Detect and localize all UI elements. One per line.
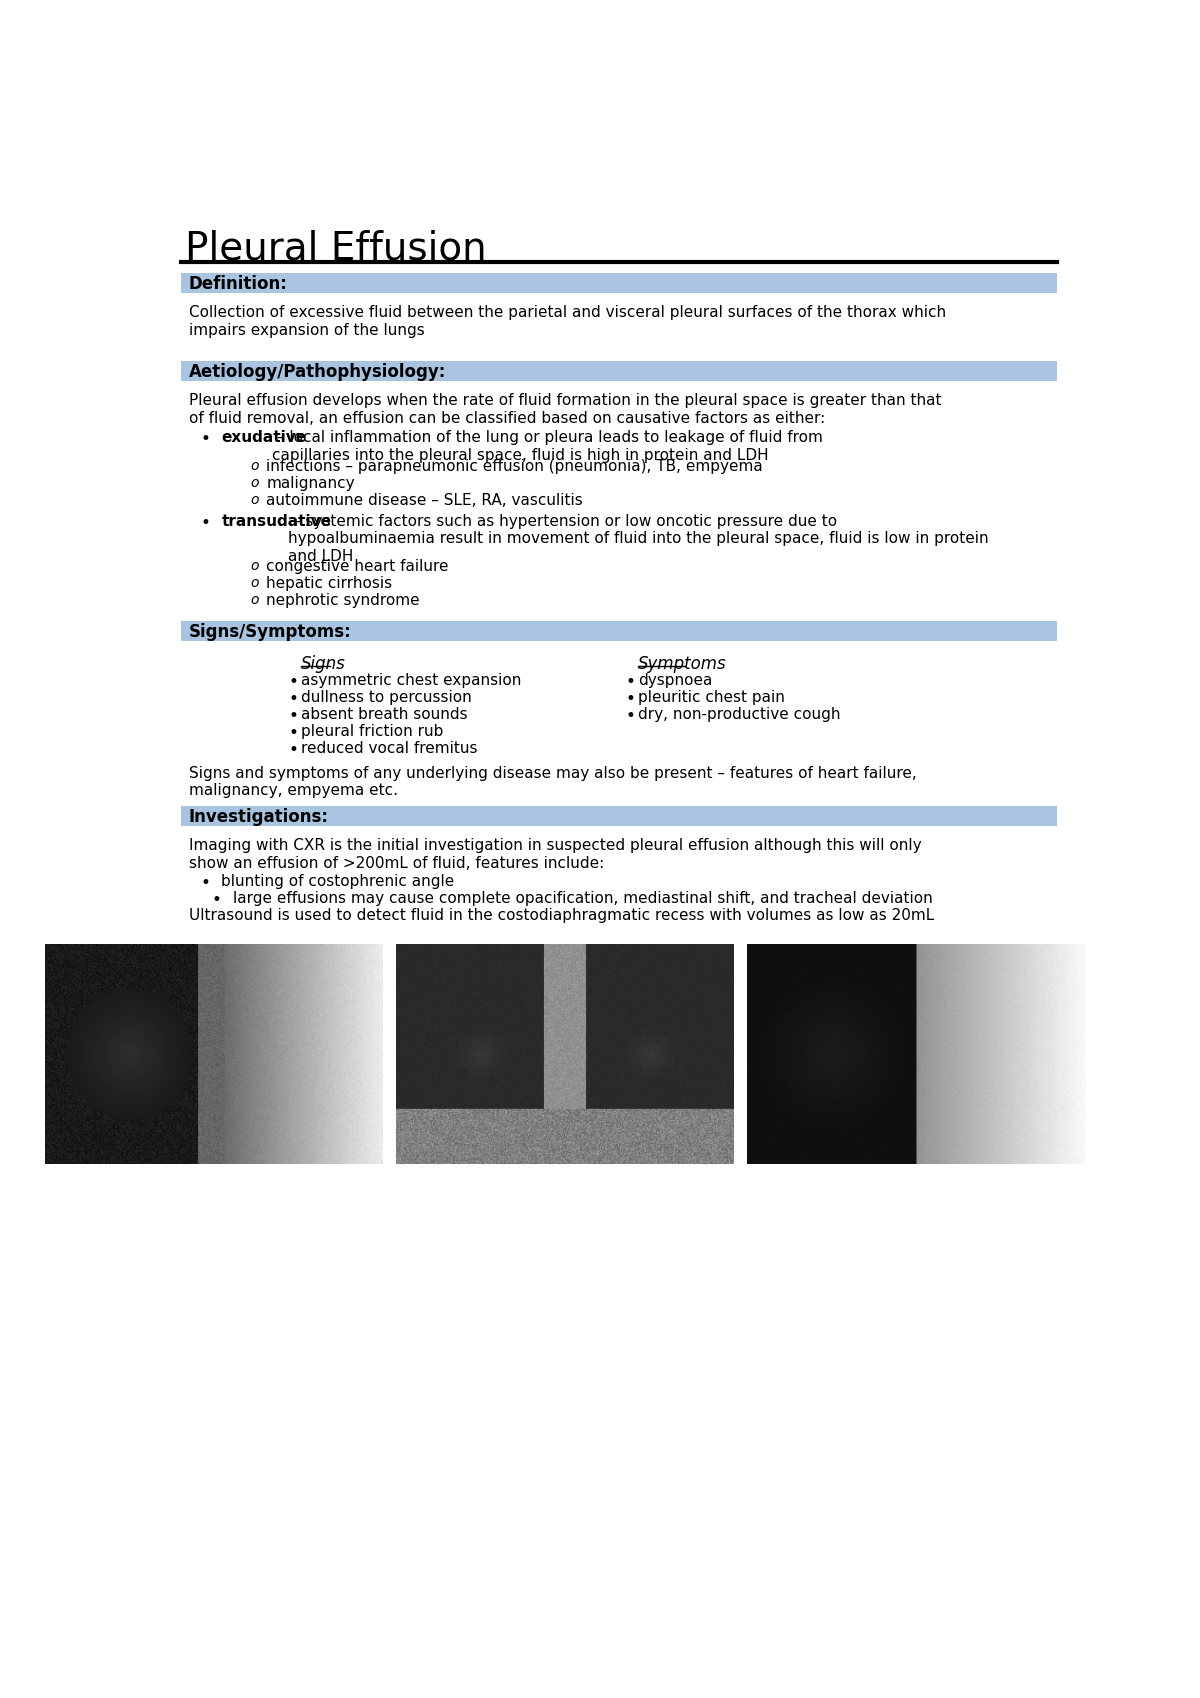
Text: autoimmune disease – SLE, RA, vasculitis: autoimmune disease – SLE, RA, vasculitis — [266, 494, 583, 508]
Text: Imaging with CXR is the initial investigation in suspected pleural effusion alth: Imaging with CXR is the initial investig… — [188, 839, 922, 871]
Text: pleuritic chest pain: pleuritic chest pain — [638, 691, 785, 705]
Text: Signs/Symptoms:: Signs/Symptoms: — [188, 623, 352, 642]
Text: •: • — [200, 514, 210, 531]
Text: o: o — [251, 593, 259, 606]
Text: asymmetric chest expansion: asymmetric chest expansion — [301, 674, 522, 688]
Text: Investigations:: Investigations: — [188, 808, 329, 827]
Text: o: o — [251, 559, 259, 572]
Text: Signs and symptoms of any underlying disease may also be present – features of h: Signs and symptoms of any underlying dis… — [188, 766, 917, 798]
Text: – systemic factors such as hypertension or low oncotic pressure due to
hypoalbum: – systemic factors such as hypertension … — [288, 514, 989, 564]
Text: transudative: transudative — [221, 514, 331, 530]
Text: pleural friction rub: pleural friction rub — [301, 725, 444, 739]
Text: Pleural effusion develops when the rate of fluid formation in the pleural space : Pleural effusion develops when the rate … — [188, 394, 941, 426]
Text: o: o — [251, 494, 259, 508]
Text: Collection of excessive fluid between the parietal and visceral pleural surfaces: Collection of excessive fluid between th… — [188, 306, 946, 338]
Text: Signs: Signs — [301, 655, 346, 672]
Text: •: • — [212, 890, 222, 908]
Text: o: o — [251, 477, 259, 491]
Text: •: • — [626, 691, 636, 708]
Text: Pleural Effusion: Pleural Effusion — [185, 229, 486, 267]
Text: reduced vocal fremitus: reduced vocal fremitus — [301, 742, 478, 756]
FancyBboxPatch shape — [181, 621, 1057, 642]
Text: large effusions may cause complete opacification, mediastinal shift, and trachea: large effusions may cause complete opaci… — [233, 890, 932, 905]
Text: •: • — [289, 742, 299, 759]
Text: •: • — [289, 725, 299, 742]
Text: •: • — [200, 430, 210, 448]
Text: •: • — [289, 708, 299, 725]
Text: infections – parapneumonic effusion (pneumonia), TB, empyema: infections – parapneumonic effusion (pne… — [266, 460, 763, 474]
Text: •: • — [626, 708, 636, 725]
Text: Aetiology/Pathophysiology:: Aetiology/Pathophysiology: — [188, 363, 446, 380]
Text: •: • — [200, 874, 210, 891]
Text: dyspnoea: dyspnoea — [638, 674, 713, 688]
Text: Definition:: Definition: — [188, 275, 288, 294]
Text: •: • — [289, 674, 299, 691]
Text: o: o — [251, 576, 259, 589]
Text: hepatic cirrhosis: hepatic cirrhosis — [266, 576, 392, 591]
FancyBboxPatch shape — [181, 273, 1057, 294]
FancyBboxPatch shape — [181, 362, 1057, 380]
Text: exudative: exudative — [221, 430, 306, 445]
Text: •: • — [626, 674, 636, 691]
Text: congestive heart failure: congestive heart failure — [266, 559, 449, 574]
Text: absent breath sounds: absent breath sounds — [301, 708, 468, 722]
Text: •: • — [289, 691, 299, 708]
Text: Symptoms: Symptoms — [638, 655, 727, 672]
Text: o: o — [251, 460, 259, 474]
Text: malignancy: malignancy — [266, 477, 355, 491]
Text: blunting of costophrenic angle: blunting of costophrenic angle — [221, 874, 455, 888]
Text: dry, non-productive cough: dry, non-productive cough — [638, 708, 841, 722]
Text: nephrotic syndrome: nephrotic syndrome — [266, 593, 420, 608]
FancyBboxPatch shape — [181, 807, 1057, 825]
Text: Ultrasound is used to detect fluid in the costodiaphragmatic recess with volumes: Ultrasound is used to detect fluid in th… — [188, 907, 934, 922]
Text: dullness to percussion: dullness to percussion — [301, 691, 472, 705]
Text: – local inflammation of the lung or pleura leads to leakage of fluid from
capill: – local inflammation of the lung or pleu… — [271, 430, 822, 462]
